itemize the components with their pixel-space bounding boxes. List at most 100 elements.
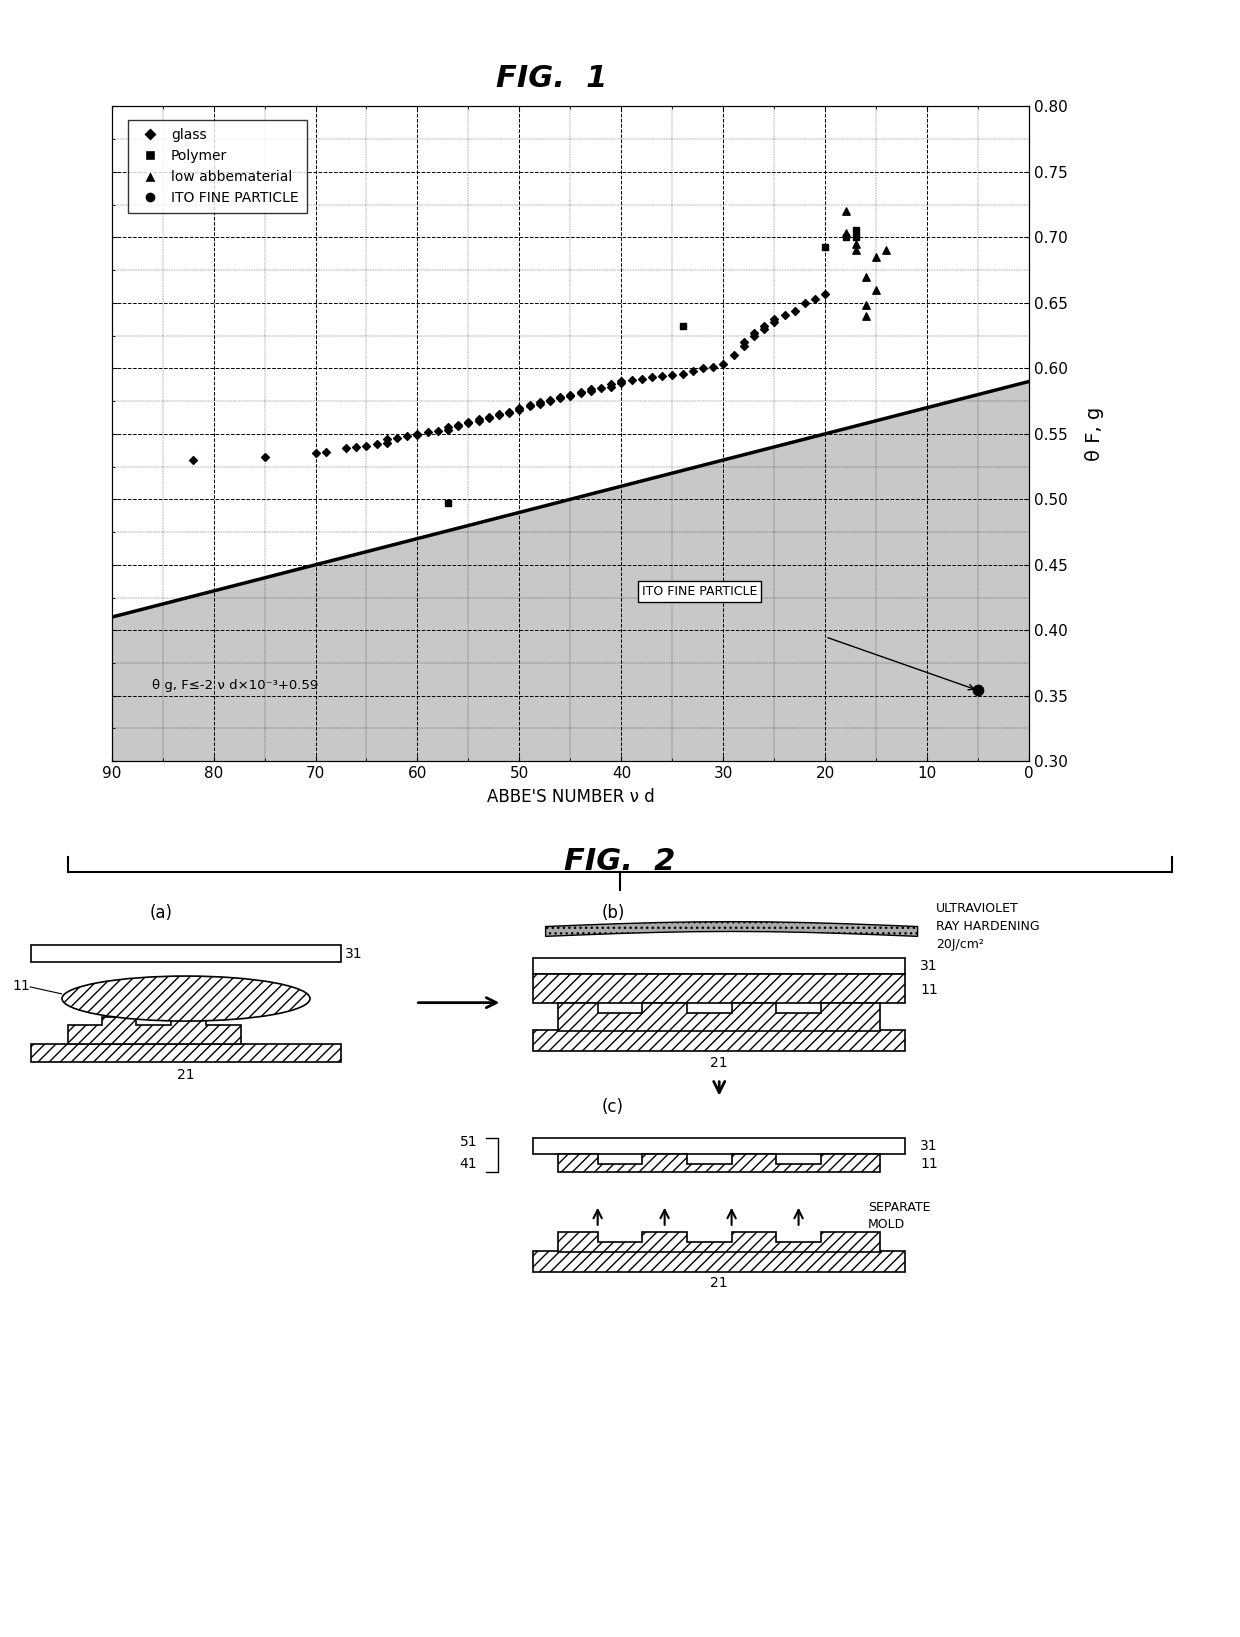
Point [836,224,856,250]
Point [642,365,662,391]
Text: 11: 11 [12,979,30,994]
Text: (c): (c) [601,1098,624,1115]
Point [968,678,988,704]
Point [529,390,549,416]
Point [570,380,590,406]
Point [672,313,692,339]
Text: 31: 31 [920,1139,937,1152]
Point [703,354,723,380]
Point [591,375,611,401]
Text: (b): (b) [601,904,625,922]
Text: 41: 41 [460,1157,477,1170]
Point [856,293,875,319]
Point [479,404,498,431]
Point [459,411,479,437]
Point [438,414,458,440]
Point [846,224,866,250]
Text: 11: 11 [920,984,937,997]
FancyBboxPatch shape [533,974,905,1003]
Polygon shape [558,1154,880,1172]
Point [428,417,448,444]
Point [541,388,560,414]
Point [816,234,836,260]
Point [489,401,508,427]
Point [662,362,682,388]
Point [713,352,733,378]
Point [856,264,875,290]
Point [601,373,621,399]
Point [367,431,387,457]
FancyBboxPatch shape [533,1138,905,1154]
Text: 11: 11 [920,1157,937,1170]
Text: ULTRAVIOLET
RAY HARDENING
20J/cm²: ULTRAVIOLET RAY HARDENING 20J/cm² [936,902,1040,951]
Point [764,306,784,332]
Point [867,277,887,303]
Point [551,385,570,411]
Point [438,417,458,444]
Point [469,408,489,434]
Point [580,378,600,404]
Polygon shape [546,922,918,936]
Y-axis label: θ F, g: θ F, g [1085,406,1104,462]
Point [734,332,754,359]
Text: SEPARATE
MOLD: SEPARATE MOLD [868,1202,930,1231]
Point [449,413,469,439]
Point [377,426,397,452]
Point [500,399,520,426]
Point [357,432,377,458]
Point [254,444,274,470]
Text: 51: 51 [460,1134,477,1149]
FancyBboxPatch shape [533,1031,905,1051]
Point [551,385,570,411]
Point [632,365,652,391]
Point [408,422,428,449]
Point [520,391,539,417]
Point [336,435,356,462]
Point [570,378,590,404]
Point [836,221,856,247]
Title: FIG.  1: FIG. 1 [496,64,608,93]
Point [611,368,631,395]
Point [346,434,366,460]
Point [316,439,336,465]
Point [529,391,549,417]
Point [438,489,458,516]
Point [520,393,539,419]
Point [795,290,815,316]
Point [500,398,520,424]
Point [469,406,489,432]
Legend: glass, Polymer, low abbematerial, ITO FINE PARTICLE: glass, Polymer, low abbematerial, ITO FI… [128,120,306,213]
Point [856,303,875,329]
Point [846,231,866,257]
Point [449,411,469,437]
Point [580,377,600,403]
FancyBboxPatch shape [533,958,905,974]
Text: FIG.  2: FIG. 2 [564,848,676,876]
Point [754,316,774,342]
Point [846,237,866,264]
Ellipse shape [62,976,310,1021]
Point [621,367,641,393]
Point [510,398,529,424]
Text: ITO FINE PARTICLE: ITO FINE PARTICLE [642,584,758,598]
Point [764,309,784,336]
Point [734,329,754,355]
Point [672,360,692,386]
Point [560,383,580,409]
Point [693,355,713,381]
Point [652,363,672,390]
Point [489,403,508,429]
Point [541,386,560,413]
Point [744,322,764,349]
Text: 21: 21 [711,1056,728,1069]
FancyBboxPatch shape [533,1251,905,1272]
Polygon shape [68,1017,241,1044]
Point [846,216,866,242]
Point [397,424,417,450]
Point [744,319,764,345]
Point [305,440,325,467]
Polygon shape [558,1003,880,1031]
Point [775,301,795,327]
Point [418,419,438,445]
Text: 21: 21 [711,1275,728,1290]
